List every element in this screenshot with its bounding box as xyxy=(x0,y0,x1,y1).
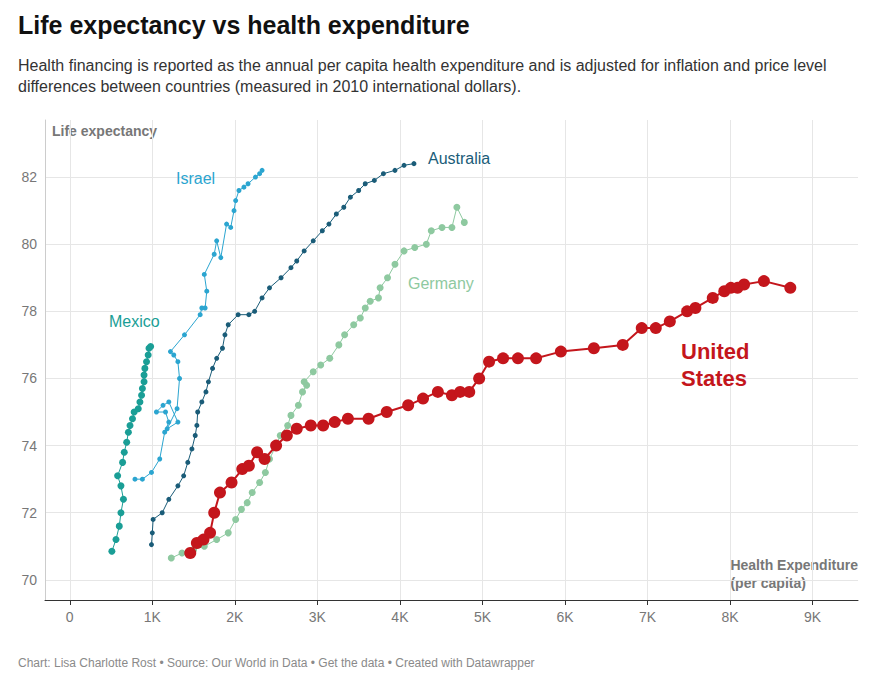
svg-text:2K: 2K xyxy=(226,609,244,625)
svg-text:4K: 4K xyxy=(391,609,409,625)
svg-text:72: 72 xyxy=(21,505,37,521)
svg-text:Health Expenditure: Health Expenditure xyxy=(730,557,858,573)
svg-text:1K: 1K xyxy=(144,609,162,625)
svg-text:Australia: Australia xyxy=(428,150,490,167)
svg-text:70: 70 xyxy=(21,572,37,588)
svg-text:0: 0 xyxy=(66,609,74,625)
svg-text:Life expectancy vs health expe: Life expectancy vs health expenditure xyxy=(18,11,470,39)
svg-text:States: States xyxy=(681,366,747,391)
svg-text:Mexico: Mexico xyxy=(109,313,160,330)
svg-text:Health financing is reported a: Health financing is reported as the annu… xyxy=(18,57,831,74)
svg-text:differences between countries: differences between countries (measured … xyxy=(18,78,521,95)
svg-text:6K: 6K xyxy=(556,609,574,625)
svg-text:5K: 5K xyxy=(474,609,492,625)
svg-text:United: United xyxy=(681,339,749,364)
svg-text:Israel: Israel xyxy=(176,170,215,187)
svg-text:76: 76 xyxy=(21,370,37,386)
svg-text:Chart: Lisa Charlotte Rost • S: Chart: Lisa Charlotte Rost • Source: Our… xyxy=(18,656,535,670)
svg-text:80: 80 xyxy=(21,236,37,252)
svg-text:82: 82 xyxy=(21,169,37,185)
svg-text:8K: 8K xyxy=(722,609,740,625)
svg-text:Life expectancy: Life expectancy xyxy=(52,123,157,139)
svg-text:(per capita): (per capita) xyxy=(730,575,805,591)
svg-text:Germany: Germany xyxy=(408,275,474,292)
svg-text:74: 74 xyxy=(21,438,37,454)
svg-text:3K: 3K xyxy=(309,609,327,625)
svg-text:9K: 9K xyxy=(804,609,822,625)
svg-text:7K: 7K xyxy=(639,609,657,625)
svg-text:78: 78 xyxy=(21,303,37,319)
